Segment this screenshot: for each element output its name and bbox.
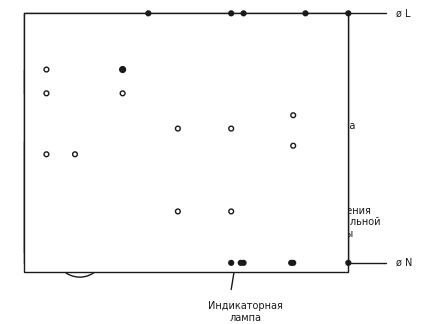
Circle shape [120, 67, 126, 72]
Bar [279, 107, 313, 155]
Text: Тепловое
реле: Тепловое реле [33, 209, 81, 230]
Circle shape [229, 11, 233, 16]
Text: ø L: ø L [396, 8, 411, 18]
Circle shape [291, 113, 295, 118]
Bar [31, 141, 129, 205]
Circle shape [303, 11, 308, 16]
Circle shape [44, 67, 49, 72]
Text: Индикаторная
лампа: Индикаторная лампа [208, 301, 283, 322]
Circle shape [120, 67, 125, 72]
Circle shape [241, 260, 246, 265]
Circle shape [229, 260, 233, 265]
Text: Терморегулятор: Терморегулятор [48, 37, 132, 47]
Circle shape [227, 222, 254, 249]
Text: Компрессор: Компрессор [75, 205, 137, 215]
Text: Кнопка: Кнопка [318, 121, 355, 131]
Text: ø N: ø N [396, 258, 412, 268]
Circle shape [175, 126, 180, 131]
Circle shape [44, 152, 49, 157]
Circle shape [44, 91, 49, 96]
Text: Пусковое
реле: Пусковое реле [181, 101, 230, 122]
Bar [163, 117, 249, 228]
Circle shape [291, 260, 295, 265]
Circle shape [229, 209, 233, 214]
Circle shape [175, 209, 180, 214]
Circle shape [146, 11, 151, 16]
Text: М: М [75, 247, 85, 257]
Circle shape [291, 143, 295, 148]
Circle shape [229, 126, 233, 131]
Bar [24, 13, 348, 272]
Circle shape [346, 11, 351, 16]
Circle shape [238, 260, 243, 265]
Bar [31, 48, 148, 110]
Circle shape [73, 152, 77, 157]
Circle shape [278, 222, 304, 249]
Circle shape [55, 228, 104, 277]
Circle shape [346, 260, 351, 265]
Circle shape [120, 91, 125, 96]
Circle shape [241, 11, 246, 16]
Circle shape [289, 260, 294, 265]
Text: Лампа
освещения
холодильной
камеры: Лампа освещения холодильной камеры [314, 194, 381, 238]
